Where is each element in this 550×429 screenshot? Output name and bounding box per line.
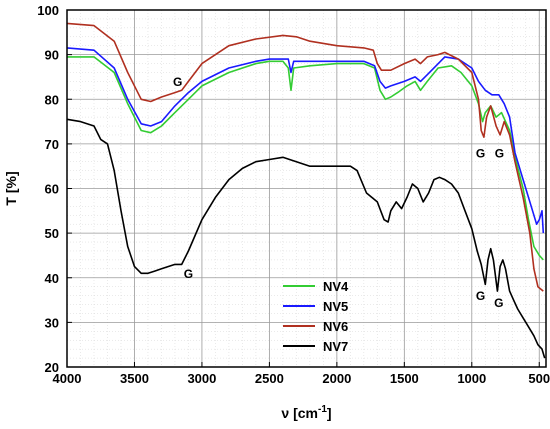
annotation-label: G [476,146,485,160]
x-tick-label: 1000 [457,371,486,386]
legend-label-nv7: NV7 [323,339,348,354]
legend-label-nv6: NV6 [323,319,348,334]
x-tick-label: 2500 [255,371,284,386]
annotation-label: G [173,75,182,89]
legend-label-nv5: NV5 [323,299,348,314]
y-tick-label: 50 [45,226,59,241]
y-tick-label: 40 [45,271,59,286]
x-tick-label: 2000 [322,371,351,386]
series-line-nv6 [66,22,544,292]
x-axis-ticks: 4000 3500 3000 2500 2000 1500 1000 500 [53,362,550,386]
y-axis-label: T [%] [3,171,19,205]
x-tick-label: 1500 [390,371,419,386]
y-tick-label: 30 [45,315,59,330]
y-tick-label: 100 [37,3,59,18]
x-axis-label-end: ] [327,405,332,421]
x-axis-label: ν [cm-1] [281,404,331,421]
y-tick-label: 70 [45,137,59,152]
chart-series [66,22,546,359]
series-line-nv7 [66,118,546,359]
annotation-label: G [184,267,193,281]
x-tick-label: 3500 [120,371,149,386]
x-axis-label-main: ν [cm [281,405,318,421]
annotation-label: G [495,146,504,160]
chart-legend: NV4 NV5 NV6 NV7 [283,279,349,354]
y-tick-label: 90 [45,48,59,63]
x-tick-label: 3000 [187,371,216,386]
series-line-nv5 [66,47,545,234]
y-axis-ticks: 20 30 40 50 60 70 80 90 100 [37,3,72,375]
annotation-label: G [494,296,503,310]
x-tick-label: 4000 [53,371,82,386]
series-line-nv4 [67,56,544,261]
legend-label-nv4: NV4 [323,279,349,294]
annotation-label: G [476,289,485,303]
chart-grid [66,9,546,368]
y-tick-label: 20 [45,360,59,375]
x-tick-label: 500 [528,371,550,386]
chart-annotations: GGG GG G [173,75,504,310]
y-tick-label: 80 [45,92,59,107]
x-axis-label-superscript: -1 [318,404,327,415]
y-tick-label: 60 [45,182,59,197]
